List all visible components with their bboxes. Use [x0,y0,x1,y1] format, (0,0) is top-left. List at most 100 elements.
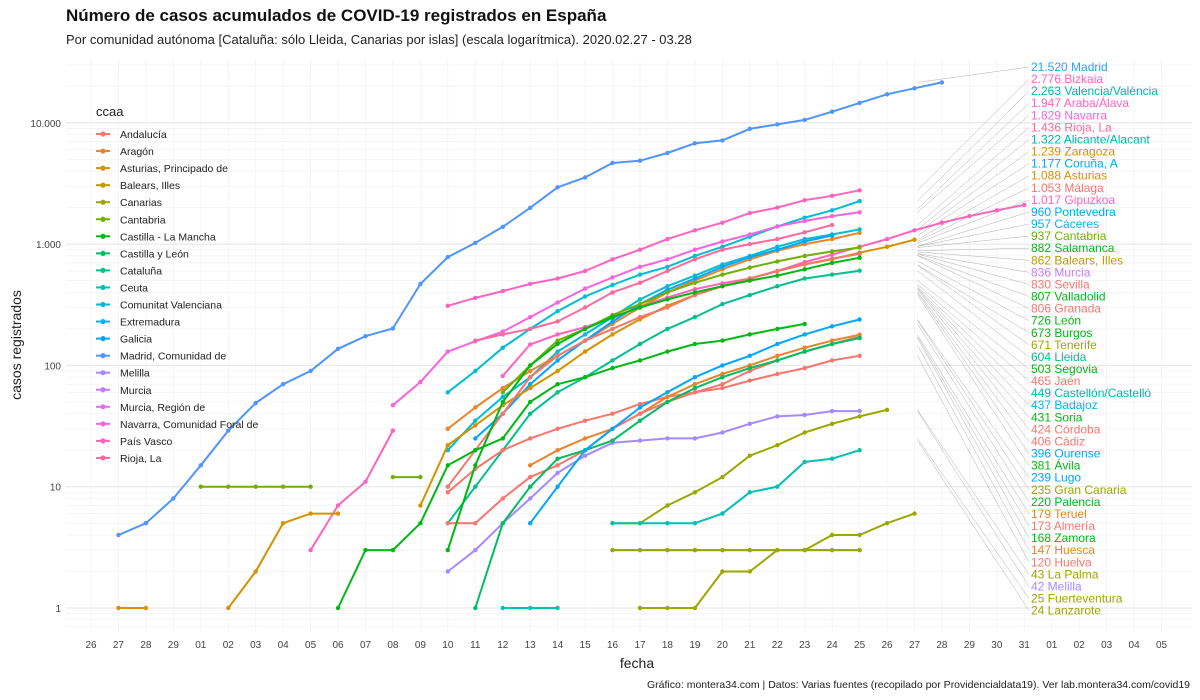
data-point [363,334,368,339]
end-label: 42 Melilla [1031,579,1082,593]
legend-entry: Castilla - La Mancha [96,231,216,243]
data-point [720,547,725,553]
legend-entry: Andalucía [96,129,167,141]
legend-label: Andalucía [120,129,167,141]
data-point [555,456,560,461]
data-point [610,160,615,166]
data-point [857,335,862,341]
data-point [143,605,149,611]
x-tick-label: 05 [1156,640,1168,651]
legend-key-point [100,267,106,273]
series-cantabria [198,245,862,489]
end-label: 673 Burgos [1031,326,1092,340]
data-point [747,126,752,131]
series-line [447,269,860,524]
end-label: 381 Ávila [1031,458,1081,473]
data-point [418,474,423,480]
data-point [445,390,450,395]
end-label: 424 Córdoba [1031,422,1101,436]
data-point [829,324,835,329]
leader-line [917,255,1030,309]
x-tick-label: 28 [936,640,948,651]
data-point [829,260,835,266]
data-point [610,521,615,526]
data-point [500,345,505,350]
legend-entry: Comunitat Valenciana [96,300,222,312]
data-point [665,150,670,156]
data-point [473,605,478,611]
data-point [939,220,945,225]
data-point [747,378,752,383]
data-point [473,436,478,441]
data-point [802,276,807,281]
data-point [829,272,835,277]
data-point [775,547,780,553]
legend-label: Cantabria [120,214,166,226]
x-tick-label: 03 [250,640,262,651]
leader-line [917,345,1030,551]
data-point [582,453,588,458]
end-label: 24 Lanzarote [1031,604,1101,618]
data-point [198,463,203,468]
leader-line [917,440,1030,611]
data-point [802,345,807,350]
legend-key-point [100,148,106,154]
data-point [637,411,643,416]
x-tick-label: 01 [1046,640,1058,651]
legend-entry: Aragón [96,146,154,158]
legend-entry: Navarra, Comunidad Foral de [96,419,258,431]
end-label: 1.436 Rioja, La [1031,120,1112,134]
label-leader-lines [917,66,1030,611]
data-point [473,547,478,553]
data-point [500,411,505,416]
x-tick-label: 02 [1074,640,1086,651]
data-point [528,385,533,391]
legend-key-point [100,318,106,325]
data-point [747,265,752,270]
data-point [802,267,807,272]
data-point [829,109,835,114]
data-point [802,365,807,371]
y-axis-ticks: 1 10 100 1.000 10.000 [30,119,61,615]
data-point [418,379,423,385]
legend-label: Castilla y León [120,248,189,260]
data-point [775,341,780,347]
legend-label: Comunitat Valenciana [120,300,222,312]
data-point [857,268,862,273]
data-point [528,605,533,611]
data-point [692,257,698,262]
data-point [775,205,780,210]
data-point [802,321,807,327]
data-point [857,188,862,193]
data-point [802,215,807,220]
data-point [884,244,890,249]
data-point [802,198,807,203]
data-point [473,463,478,468]
legend-entry: Galicia [96,334,152,346]
end-label: 503 Segovia [1031,362,1098,376]
leader-line [917,294,1030,466]
data-point [418,281,423,287]
data-point [582,375,588,380]
leader-line [917,284,1030,382]
series-alicante-alacant [445,227,862,453]
data-point [747,490,752,495]
x-tick-label: 30 [991,640,1003,651]
x-tick-label: 28 [140,640,152,651]
leader-line [917,288,1030,418]
data-point [720,385,725,391]
data-point [665,605,670,611]
leader-line [917,151,1030,233]
end-label: 957 Cáceres [1031,217,1099,231]
data-point [308,511,313,516]
data-point [857,414,862,419]
data-point [390,428,396,433]
chart-subtitle: Por comunidad autónoma [Cataluña: sólo L… [66,32,692,47]
data-point [747,353,752,358]
data-point [775,259,780,264]
leader-line [917,289,1030,430]
leader-line [917,211,1030,247]
data-point [802,262,807,267]
legend-key-point [100,421,106,427]
data-point [500,496,505,501]
